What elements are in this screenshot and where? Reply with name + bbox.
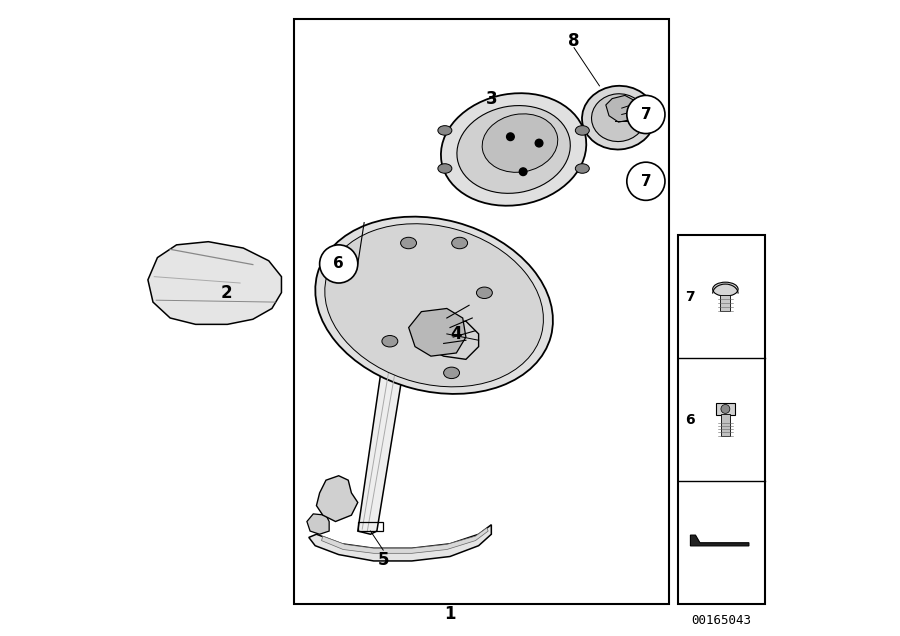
Text: 3: 3 — [485, 90, 497, 107]
Ellipse shape — [482, 114, 558, 172]
Circle shape — [626, 95, 665, 134]
Circle shape — [721, 404, 730, 413]
Polygon shape — [428, 321, 479, 359]
Text: 6: 6 — [686, 413, 695, 427]
Ellipse shape — [438, 126, 452, 135]
Text: 8: 8 — [568, 32, 580, 50]
Text: 00165043: 00165043 — [691, 614, 752, 626]
Text: 7: 7 — [686, 290, 695, 304]
Ellipse shape — [575, 163, 590, 173]
Ellipse shape — [591, 93, 645, 142]
Ellipse shape — [476, 287, 492, 298]
Ellipse shape — [457, 106, 571, 193]
Ellipse shape — [315, 217, 553, 394]
Ellipse shape — [713, 282, 738, 296]
Circle shape — [507, 133, 514, 141]
Bar — [716, 403, 735, 415]
Text: 6: 6 — [333, 256, 344, 272]
Circle shape — [320, 245, 358, 283]
Text: 7: 7 — [641, 174, 652, 189]
Ellipse shape — [444, 367, 460, 378]
Text: 5: 5 — [377, 551, 389, 569]
Ellipse shape — [337, 233, 532, 378]
Polygon shape — [317, 476, 358, 522]
Ellipse shape — [441, 93, 586, 205]
Polygon shape — [409, 308, 466, 356]
Ellipse shape — [575, 126, 590, 135]
Ellipse shape — [438, 163, 452, 173]
Ellipse shape — [582, 86, 655, 149]
Circle shape — [626, 162, 665, 200]
Bar — [721, 414, 730, 436]
Circle shape — [519, 168, 527, 176]
Ellipse shape — [400, 237, 417, 249]
Polygon shape — [148, 242, 282, 324]
Bar — [720, 295, 731, 311]
Text: 1: 1 — [445, 605, 455, 623]
Text: 4: 4 — [451, 325, 463, 343]
Bar — [294, 19, 670, 604]
Polygon shape — [606, 95, 637, 122]
Polygon shape — [690, 535, 749, 546]
Ellipse shape — [325, 224, 544, 387]
Polygon shape — [309, 525, 491, 561]
Ellipse shape — [452, 237, 468, 249]
Polygon shape — [321, 528, 488, 553]
Ellipse shape — [348, 242, 519, 369]
Circle shape — [536, 139, 543, 147]
Text: 2: 2 — [220, 284, 232, 301]
Polygon shape — [307, 514, 329, 534]
Polygon shape — [358, 353, 406, 534]
Bar — [678, 235, 765, 604]
Ellipse shape — [382, 336, 398, 347]
Text: 7: 7 — [641, 107, 652, 122]
